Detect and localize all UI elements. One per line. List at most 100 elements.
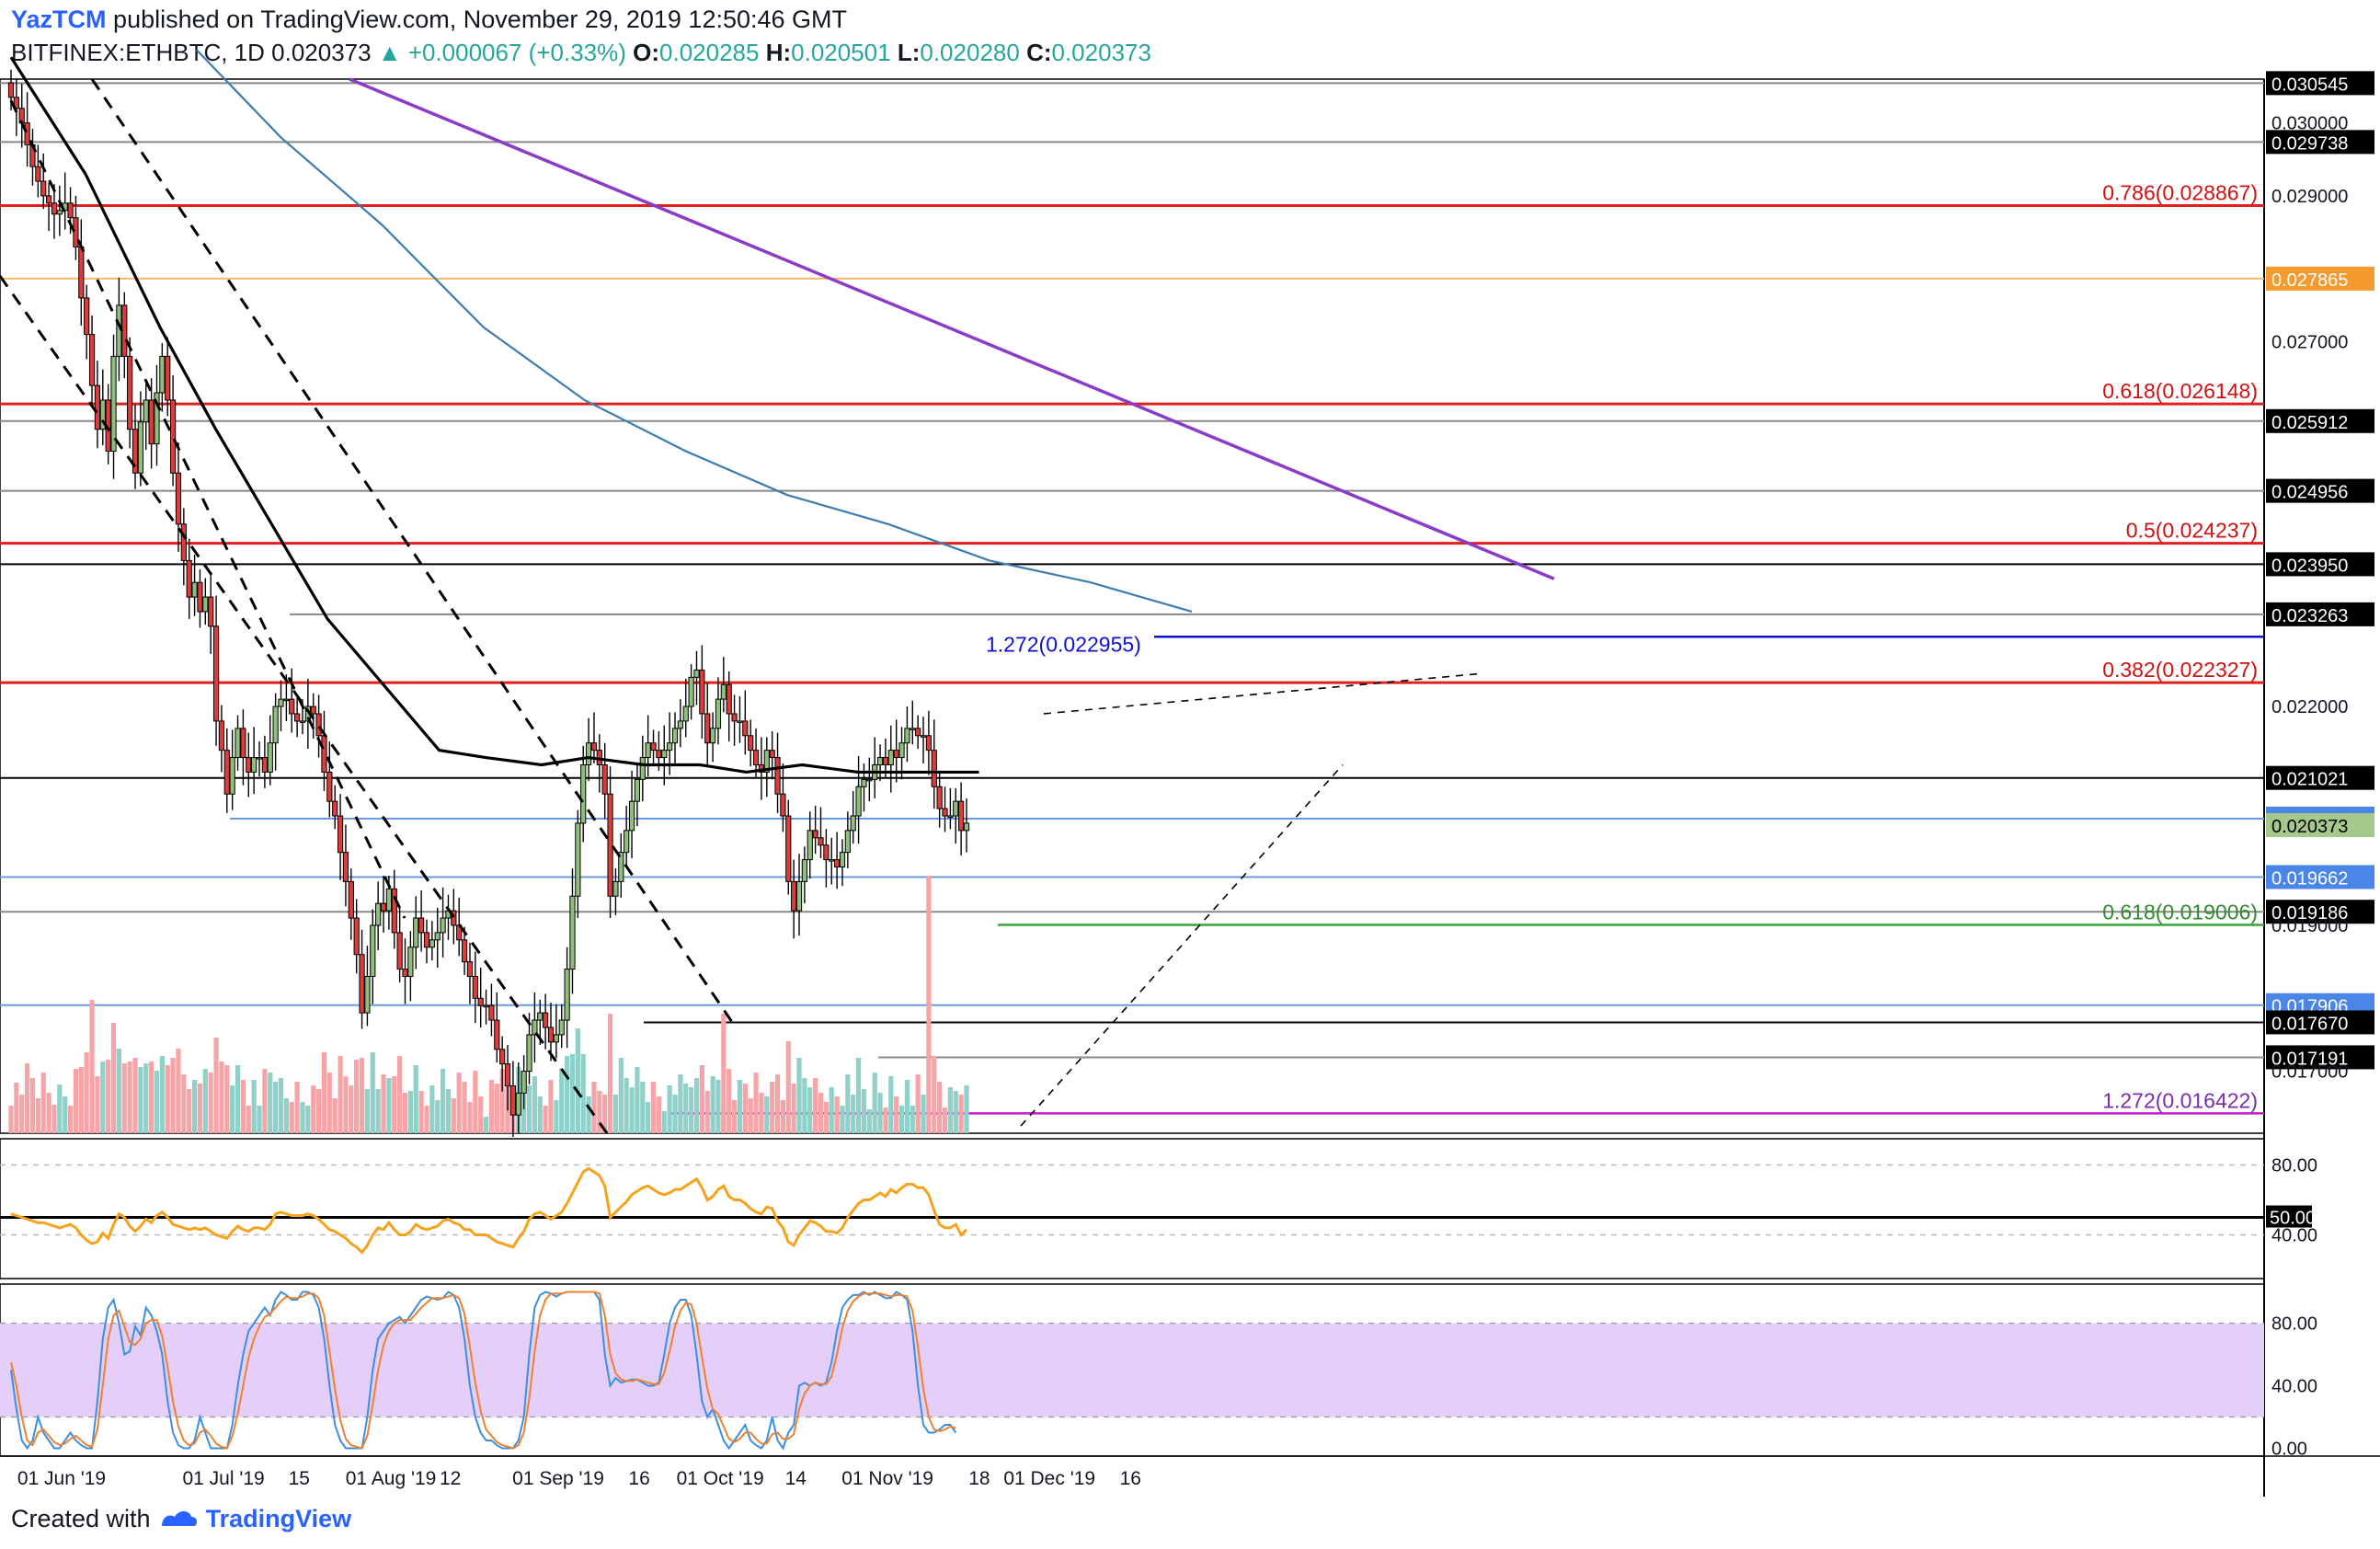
time-tick-label: 15 [289,1468,310,1489]
candle-body [370,924,376,977]
candle-body [332,800,338,817]
candle [580,745,587,843]
candle-body [212,625,220,722]
candle-body [564,969,570,1021]
volume-bar [580,1054,586,1133]
candle-body [326,771,333,802]
candle [726,671,732,742]
candle [795,854,803,936]
fib-level-label: 0.5(0.024237) [2126,519,2258,543]
footer: Created with TradingView [11,1505,351,1533]
candle-body [132,429,139,474]
candle-body [861,778,867,787]
candle-body [801,859,807,882]
volume-bar [807,1087,813,1133]
candle [564,947,570,1049]
candle-body [461,939,468,963]
volume-bar [100,1061,106,1133]
stoch-line-%K [10,1291,957,1451]
candle-body [915,728,921,737]
volume-bar [392,1076,397,1133]
candle-body [688,676,694,707]
candle [682,678,689,738]
high-value: 0.020501 [791,39,891,66]
candle [558,1004,565,1049]
candle [801,846,807,904]
price-chart[interactable]: 0.786(0.028867) 0.618(0.026148) 0.5(0.0242… [0,0,2380,1499]
candle [920,717,927,763]
candle-body [413,917,419,948]
candle-body [56,210,63,215]
volume-bar [29,1078,36,1133]
candle-body [483,1004,489,1008]
volume-bar [877,1093,883,1133]
volume-bar [424,1106,429,1133]
candle [704,683,711,765]
candle [51,184,58,239]
candle [677,699,683,748]
candle [94,361,101,449]
volume-bar [591,1082,597,1133]
volume-bar [915,1074,921,1133]
candle [186,538,192,619]
candle-body [710,728,716,744]
candle-body [7,82,15,98]
volume-bar [127,1061,132,1133]
candle-body [143,399,149,423]
volume-bar [240,1080,246,1133]
candle-body [137,421,143,474]
candle [774,732,781,813]
ma-long-line [195,49,1193,614]
candle-body [99,399,106,430]
stoch-tick-label: 0.00 [2271,1440,2307,1460]
candle-body [261,757,268,773]
candle [391,869,397,949]
volume-bar [219,1061,224,1133]
time-tick-label: 01 Jun '19 [17,1468,106,1489]
price-tag-bg [2266,765,2374,790]
volume-bar [704,1091,710,1133]
candle [429,921,435,961]
candle [84,284,90,360]
candle [35,144,41,198]
volume-bar [14,1083,19,1133]
volume-bar [381,1074,386,1133]
candle [180,508,187,586]
candle [148,378,154,469]
candle-body [963,822,970,832]
candle-body [509,1084,517,1116]
candle [693,650,700,706]
candle-body [385,888,392,912]
author-name[interactable]: YazTCM [11,6,107,33]
candle [170,374,177,487]
volume-bar [802,1078,807,1133]
volume-bar [678,1074,683,1133]
candle [223,728,230,813]
candle-body [88,334,96,386]
candle-body [208,596,214,627]
volume-bar [397,1056,403,1133]
candle-body [543,1012,549,1028]
volume-bar [418,1091,424,1133]
volume-bar [46,1093,51,1133]
open-label: O: [633,39,660,66]
candle [154,364,160,466]
tradingview-brand[interactable]: TradingView [205,1505,352,1532]
candle [310,693,316,739]
candle [440,887,446,958]
candle [256,741,263,777]
candle [337,794,344,880]
candle [434,907,441,968]
candle-body [823,844,830,861]
price-tag-bg [2266,130,2374,155]
candle [197,568,203,628]
candle-body [78,246,85,299]
candle-body [910,728,916,730]
ma-short-line [9,56,979,774]
volume-bar [473,1071,478,1133]
candle [850,791,856,844]
volume-spike-bar [110,1023,117,1133]
candle-body [785,815,792,882]
candle [521,1055,527,1109]
volume-bar [526,1085,532,1133]
